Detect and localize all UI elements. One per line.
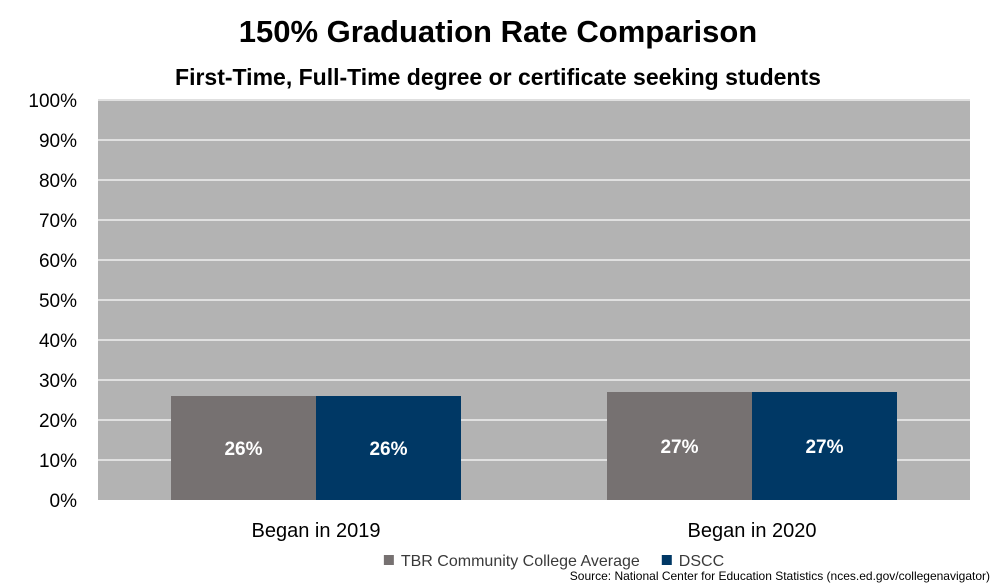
y-tick-label: 20% (39, 411, 77, 432)
legend-swatch (383, 555, 394, 565)
data-label: 27% (660, 437, 698, 458)
y-tick-label: 70% (39, 211, 77, 232)
bar (752, 392, 897, 500)
source-note: Source: National Center for Education St… (569, 569, 990, 583)
data-label: 26% (224, 439, 262, 460)
legend-label: TBR Community College Average (401, 553, 640, 570)
y-tick-label: 100% (28, 91, 77, 112)
y-tick-label: 10% (39, 451, 77, 472)
data-label: 26% (369, 439, 407, 460)
x-tick-label: Began in 2019 (251, 520, 380, 542)
chart-title: 150% Graduation Rate Comparison (238, 14, 758, 49)
y-tick-label: 30% (39, 371, 77, 392)
y-tick-label: 60% (39, 251, 77, 272)
legend-swatch (661, 555, 672, 565)
legend-label: DSCC (679, 553, 724, 570)
y-tick-label: 0% (50, 491, 78, 512)
x-tick-label: Began in 2020 (687, 520, 816, 542)
y-tick-label: 90% (39, 131, 77, 152)
y-tick-label: 80% (39, 171, 77, 192)
bar (607, 392, 752, 500)
bar (171, 396, 316, 500)
chart-subtitle: First-Time, Full-Time degree or certific… (175, 64, 821, 90)
y-tick-label: 40% (39, 331, 77, 352)
bar (316, 396, 461, 500)
data-label: 27% (805, 437, 843, 458)
y-tick-label: 50% (39, 291, 77, 312)
